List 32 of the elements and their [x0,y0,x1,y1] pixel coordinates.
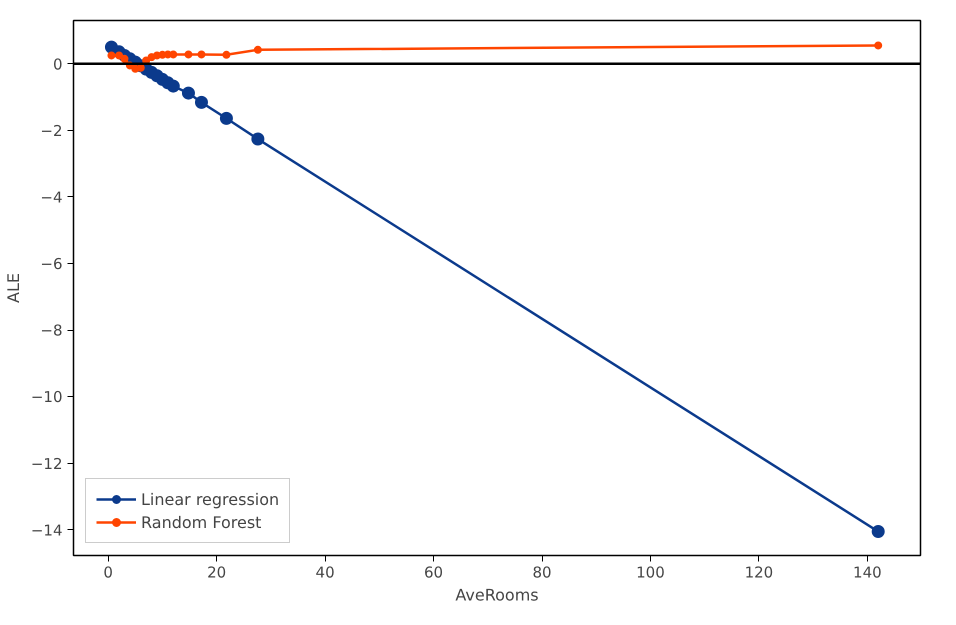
x-tick-label: 120 [744,564,774,582]
point [182,86,195,100]
x-tick-label: 0 [103,564,113,582]
point [874,41,882,50]
y-tick-label: −10 [30,388,62,406]
y-tick-label: −12 [30,454,62,473]
point [166,80,180,93]
point [251,132,264,146]
x-tick-label: 20 [207,564,226,582]
y-tick-label: −4 [40,188,63,206]
point [194,96,208,109]
point [184,50,192,58]
x-tick-label: 60 [424,564,444,582]
y-tick-label: −6 [40,255,63,274]
x-tick-label: 140 [853,564,882,582]
point [220,112,233,125]
y-tick-label: −14 [30,521,62,540]
point [872,525,885,538]
point [197,50,206,58]
y-tick-label: −2 [40,122,63,140]
y-axis-title: ALE [4,273,23,303]
x-axis-title: AveRooms [455,586,539,604]
point [107,51,116,60]
x-tick-label: 80 [532,564,552,582]
point [254,46,262,54]
x-tick-label: 40 [316,564,335,582]
y-tick-label: −8 [40,322,63,340]
x-tick-label: 100 [636,564,665,582]
point [222,50,230,59]
legend-label: Linear regression [141,490,280,508]
legend-label: Random Forest [141,512,262,532]
y-tick-label: 0 [52,55,63,74]
